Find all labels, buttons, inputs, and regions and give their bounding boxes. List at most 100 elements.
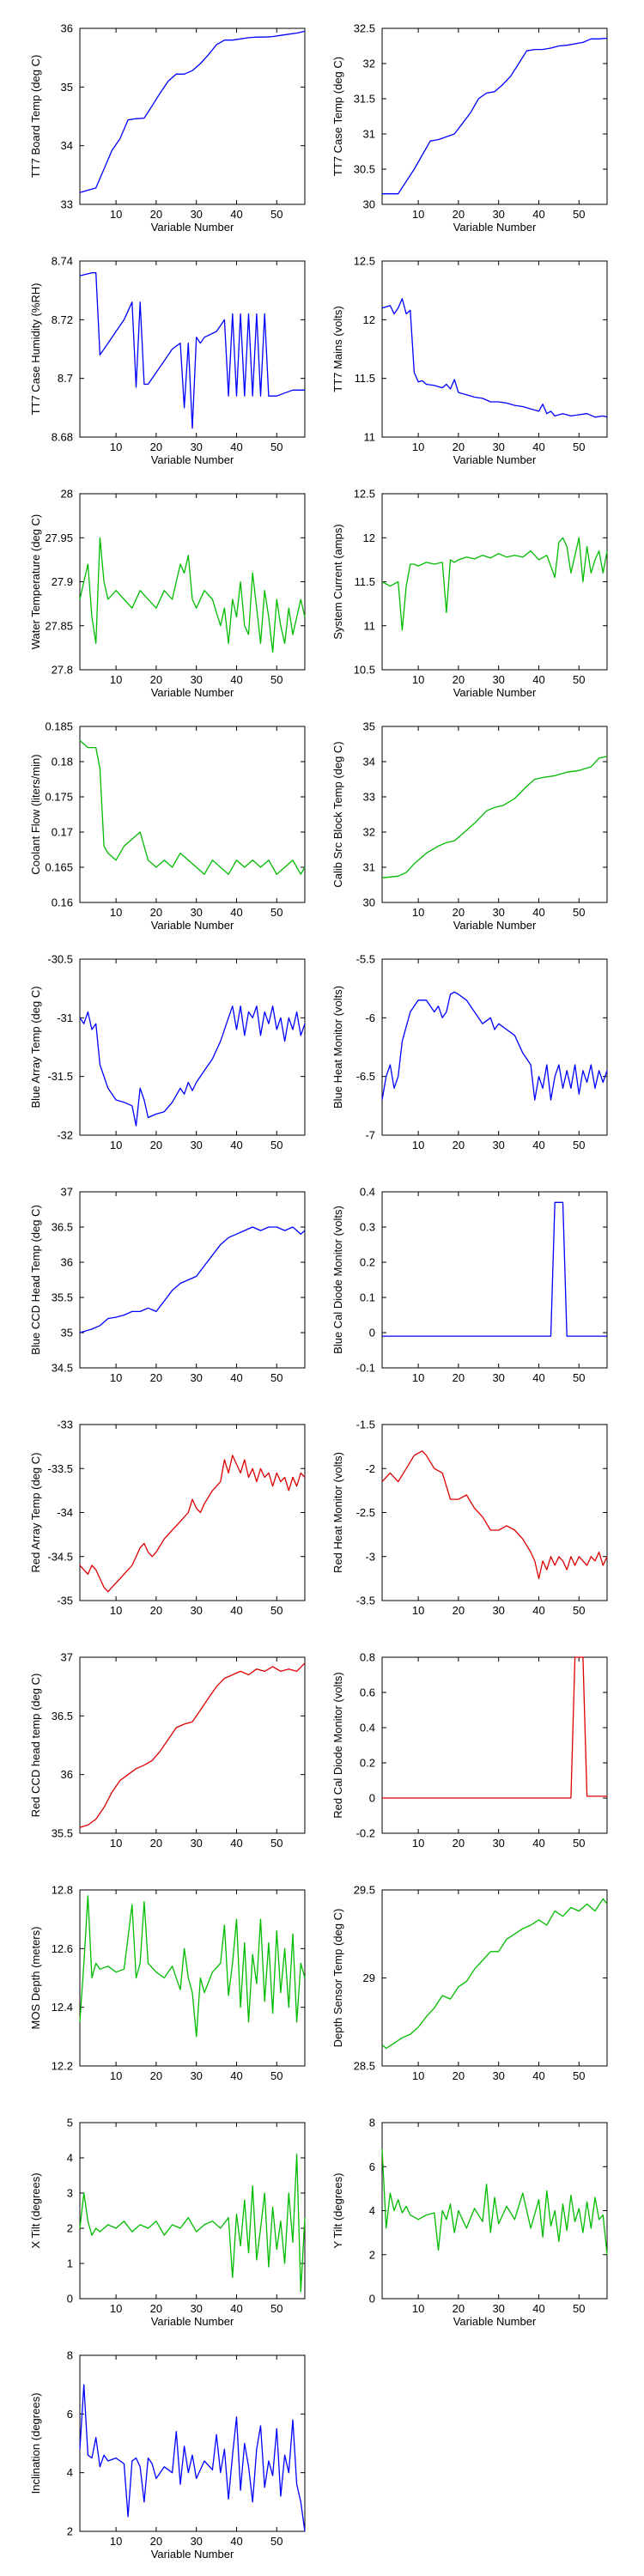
y-tick-label: 35 — [61, 81, 73, 94]
y-tick-label: 36.5 — [52, 1221, 73, 1234]
x-tick-label: 40 — [230, 2302, 242, 2315]
x-tick-label: 30 — [190, 2535, 202, 2548]
series-line — [79, 739, 306, 875]
y-tick-label: 0.4 — [360, 1722, 375, 1735]
x-tick-label: 10 — [412, 1604, 424, 1617]
y-tick-label: 36 — [61, 1768, 73, 1781]
x-tick-label: 50 — [270, 2069, 283, 2082]
series-line — [382, 1201, 607, 1337]
plot-frame — [79, 260, 306, 438]
x-tick-label: 10 — [110, 673, 122, 686]
x-tick-label: 40 — [230, 1139, 242, 1151]
y-tick-label: -3.5 — [356, 1595, 375, 1607]
chart-panel: 10 20 30 40 50 -35 -34.5 -34 -33.5 -33 Red Array T… — [29, 1419, 306, 1617]
x-tick-label: 50 — [270, 1139, 283, 1151]
x-tick-label: 30 — [492, 1139, 504, 1151]
x-tick-label: 30 — [492, 1837, 504, 1850]
y-tick-label: 0.4 — [360, 1186, 375, 1199]
series-line — [381, 298, 608, 418]
series-line — [381, 991, 608, 1101]
x-tick-label: 50 — [270, 2535, 283, 2548]
y-axis-label: TT7 Case Humidity (%RH) — [29, 283, 42, 416]
y-tick-label: 33 — [363, 791, 375, 804]
y-tick-label: -33.5 — [47, 1462, 73, 1475]
y-tick-label: 10.5 — [354, 664, 375, 677]
y-tick-label: 30 — [363, 896, 375, 909]
chart-panel: 10 20 30 40 50 -32 -31.5 -31 -30.5 Blue Array Tem… — [29, 953, 306, 1151]
x-tick-label: 10 — [110, 440, 122, 453]
y-tick-label: 8.68 — [52, 431, 73, 444]
x-tick-label: 20 — [150, 1139, 162, 1151]
x-axis-label: Variable Number — [151, 919, 234, 932]
y-tick-label: 0.2 — [360, 1256, 375, 1269]
plot-frame — [79, 1424, 306, 1601]
y-tick-label: 0.8 — [360, 1651, 375, 1664]
y-tick-label: 0 — [369, 2293, 375, 2306]
y-tick-label: 32 — [363, 58, 375, 70]
plot-frame — [381, 27, 608, 205]
plot-frame — [381, 1656, 608, 1834]
y-tick-label: 5 — [67, 2117, 73, 2129]
x-tick-label: 30 — [190, 1604, 202, 1617]
y-tick-label: 36 — [61, 1256, 73, 1269]
x-tick-label: 30 — [492, 2302, 504, 2315]
x-tick-label: 10 — [412, 1139, 424, 1151]
x-tick-label: 50 — [573, 208, 585, 221]
x-tick-label: 40 — [230, 2069, 242, 2082]
y-tick-label: 37 — [61, 1186, 73, 1199]
x-tick-label: 20 — [453, 906, 465, 919]
plot-frame — [79, 493, 306, 671]
series-line — [79, 537, 306, 653]
chart-panel: 10 20 30 40 50 -0.1 0 0.1 0.2 0.3 0.4 Blue Cal Diod… — [331, 1186, 608, 1384]
x-tick-label: 50 — [270, 1837, 283, 1850]
x-tick-label: 30 — [492, 1371, 504, 1384]
y-tick-label: 11.5 — [355, 372, 375, 385]
y-axis-label: Coolant Flow (liters/min) — [29, 754, 42, 874]
x-tick-label: 30 — [190, 906, 202, 919]
y-axis-label: TT7 Case Temp (deg C) — [331, 57, 344, 176]
x-axis-label: Variable Number — [151, 2315, 234, 2328]
y-tick-label: 0.16 — [52, 896, 73, 909]
x-tick-label: 40 — [532, 208, 544, 221]
y-tick-label: 2 — [67, 2222, 73, 2235]
plot-frame — [79, 2354, 306, 2532]
plot-frame — [381, 1889, 608, 2067]
chart-panel: 10 20 30 40 50 -7 -6.5 -6 -5.5 Blue Heat Monitor … — [331, 953, 608, 1151]
y-tick-label: 2 — [67, 2525, 73, 2538]
x-tick-label: 20 — [453, 2302, 465, 2315]
x-tick-label: 40 — [230, 2535, 242, 2548]
y-tick-label: 34 — [61, 139, 73, 152]
y-tick-label: 31.5 — [354, 93, 375, 106]
x-tick-label: 40 — [532, 1837, 544, 1850]
y-tick-label: -2.5 — [356, 1506, 375, 1519]
x-tick-label: 10 — [412, 1837, 424, 1850]
chart-panel: 10 20 30 40 50 10.5 11 11.5 12 12.5 System Current… — [331, 488, 608, 699]
chart-panel: 10 20 30 40 50 12.2 12.4 12.6 12.8 MOS Depth (met… — [29, 1884, 306, 2082]
series-line — [79, 2154, 306, 2293]
chart-panel: 10 20 30 40 50 0.16 0.165 0.17 0.175 0.18 0.185 Coo… — [29, 720, 306, 932]
x-tick-label: 50 — [573, 2302, 585, 2315]
x-tick-label: 10 — [412, 673, 424, 686]
y-axis-label: TT7 Board Temp (deg C) — [29, 55, 42, 179]
y-axis-label: Depth Sensor Temp (deg C) — [331, 1909, 344, 2048]
x-tick-label: 40 — [532, 1604, 544, 1617]
y-tick-label: 8 — [67, 2349, 73, 2362]
y-axis-label: Blue Array Temp (deg C) — [29, 986, 42, 1108]
series-line — [79, 2384, 306, 2532]
x-tick-label: 40 — [230, 1604, 242, 1617]
x-tick-label: 30 — [190, 2302, 202, 2315]
y-tick-label: -6.5 — [356, 1070, 375, 1083]
y-tick-label: -6 — [365, 1012, 375, 1024]
y-axis-label: Red CCD head temp (deg C) — [29, 1674, 42, 1818]
y-tick-label: 6 — [369, 2160, 375, 2173]
x-tick-label: 10 — [412, 2302, 424, 2315]
x-tick-label: 30 — [492, 673, 504, 686]
y-tick-label: 0.185 — [45, 720, 73, 733]
x-tick-label: 40 — [532, 440, 544, 453]
y-axis-label: Blue Cal Diode Monitor (volts) — [331, 1206, 344, 1354]
y-tick-label: 0 — [67, 2293, 73, 2306]
y-tick-label: 32.5 — [354, 22, 375, 35]
x-tick-label: 20 — [453, 1837, 465, 1850]
y-tick-label: 11 — [364, 431, 376, 444]
